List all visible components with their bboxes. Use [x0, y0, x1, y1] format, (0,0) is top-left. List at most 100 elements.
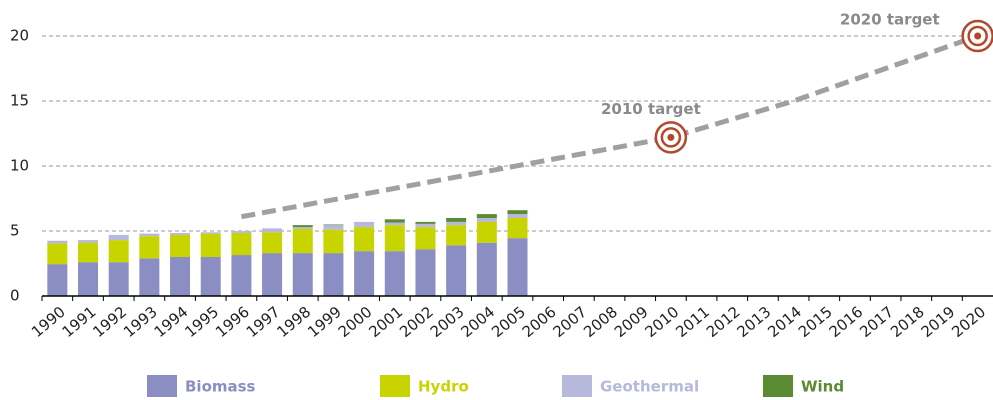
target-inner — [967, 25, 988, 47]
x-tick-label: 2002 — [396, 303, 437, 341]
bar-segment — [384, 222, 405, 226]
legend-swatch — [380, 375, 410, 397]
x-tick-label: 2020 — [948, 303, 989, 341]
bar-segment — [446, 218, 467, 222]
legend-label: Wind — [801, 378, 844, 396]
bar-segment — [323, 253, 344, 296]
bar-segment — [446, 221, 467, 226]
bar-segment — [507, 214, 528, 218]
bar-segment — [108, 240, 129, 263]
x-tick-label: 2013 — [734, 303, 775, 341]
x-tick-label: 1990 — [28, 303, 69, 341]
x-tick-label: 2017 — [856, 303, 897, 341]
legend-swatch — [763, 375, 793, 397]
bar-segment — [170, 234, 191, 257]
bar-segment — [415, 227, 436, 250]
bar-segment — [292, 225, 313, 228]
x-tick-label: 2012 — [703, 303, 744, 341]
target-inner — [660, 127, 682, 148]
bar-segment — [323, 229, 344, 254]
x-tick-label: 1995 — [181, 303, 222, 341]
y-tick-label: 10 — [10, 157, 29, 175]
x-tick-label: 1996 — [212, 303, 253, 341]
x-tick-label: 1998 — [273, 303, 314, 341]
bar-segment — [108, 234, 129, 241]
bar-segment — [323, 225, 344, 230]
bar-segment — [139, 233, 160, 237]
bar-segment — [507, 210, 528, 215]
legend-swatch — [147, 375, 177, 397]
bar-segment — [47, 243, 68, 265]
bar-segment — [231, 232, 252, 256]
bar-segment — [476, 214, 497, 218]
y-tick-label: 0 — [10, 287, 20, 305]
target-dot — [667, 133, 675, 141]
bar-segment — [262, 253, 283, 296]
x-tick-label: 2000 — [335, 303, 376, 341]
bar-segment — [139, 258, 160, 296]
bar-segment — [292, 253, 313, 296]
bar-segment — [170, 257, 191, 296]
bar-segment — [292, 227, 313, 230]
bar-segment — [78, 242, 99, 263]
bar-segment — [415, 223, 436, 228]
x-tick-label: 2005 — [488, 303, 529, 341]
bar-segment — [507, 218, 528, 239]
bar-segment — [476, 221, 497, 243]
bar-segment — [384, 251, 405, 296]
legend-label: Geothermal — [600, 378, 699, 396]
bar-segment — [446, 225, 467, 246]
x-tick-label: 2001 — [365, 303, 406, 341]
y-tick-label: 5 — [10, 222, 20, 240]
x-tick-label: 1991 — [59, 303, 100, 341]
y-tick-label: 15 — [10, 92, 29, 110]
x-tick-label: 2014 — [764, 303, 805, 341]
bar-segment — [446, 245, 467, 296]
x-tick-label: 2006 — [519, 303, 560, 341]
bar-segment — [415, 249, 436, 296]
bar-segment — [139, 236, 160, 259]
bar-segment — [78, 240, 99, 243]
bar-segment — [384, 225, 405, 252]
bar-segment — [415, 221, 436, 224]
annotation: 2010 target — [601, 100, 701, 118]
x-tick-label: 2007 — [549, 303, 590, 341]
x-tick-label: 1992 — [89, 303, 130, 341]
x-tick-label: 1993 — [120, 303, 161, 341]
x-tick-label: 2019 — [918, 303, 959, 341]
bar-segment — [354, 227, 375, 252]
target-dot — [974, 32, 982, 40]
x-tick-label: 2010 — [642, 303, 683, 341]
bar-segment — [200, 257, 221, 296]
bar-segment — [170, 232, 191, 235]
annotation: 2020 target — [840, 11, 940, 29]
x-tick-label: 1994 — [151, 303, 192, 341]
x-tick-label: 2003 — [427, 303, 468, 341]
bar-segment — [292, 229, 313, 254]
legend-label: Hydro — [418, 378, 469, 396]
bar-segment — [262, 228, 283, 233]
x-tick-label: 2009 — [611, 303, 652, 341]
bar-segment — [108, 262, 129, 296]
x-tick-label: 2008 — [580, 303, 621, 341]
x-tick-label: 1997 — [243, 303, 284, 341]
bar-segment — [231, 255, 252, 296]
bar-segment — [476, 218, 497, 222]
bar-segment — [507, 238, 528, 296]
x-tick-label: 1999 — [304, 303, 345, 341]
bar-segment — [200, 233, 221, 257]
bar-segment — [354, 221, 375, 228]
bar-segment — [47, 264, 68, 296]
x-tick-label: 2016 — [826, 303, 867, 341]
x-tick-label: 2004 — [457, 303, 498, 341]
bar-segment — [47, 240, 68, 244]
bar-segment — [200, 232, 221, 234]
x-tick-label: 2018 — [887, 303, 928, 341]
bar-segment — [384, 219, 405, 223]
bar-segment — [231, 231, 252, 233]
bar-segment — [78, 262, 99, 296]
bar-segment — [476, 242, 497, 296]
bar-segment — [323, 224, 344, 226]
x-tick-label: 2015 — [795, 303, 836, 341]
